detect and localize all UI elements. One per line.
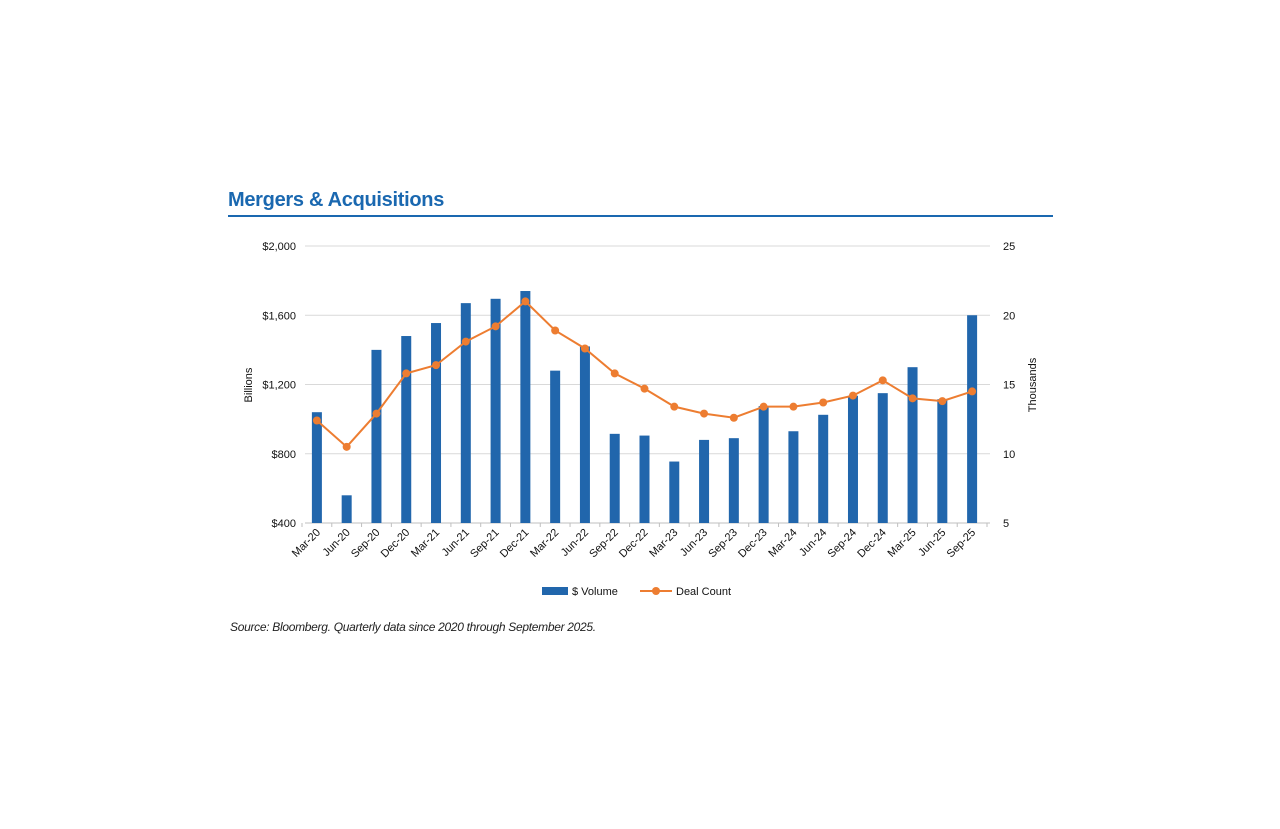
bar-volume-Mar-24 [788, 431, 799, 523]
legend-label-deal-count: Deal Count [676, 586, 731, 598]
bar-volume-Jun-21 [460, 303, 471, 523]
point-deal-count-Jun-25 [938, 397, 947, 406]
point-deal-count-Mar-23 [670, 402, 679, 411]
bar-volume-Dec-21 [520, 291, 531, 523]
y-left-tick-label: $1,600 [262, 310, 296, 322]
bar-volume-Sep-24 [847, 395, 858, 523]
bar-volume-Jun-22 [579, 346, 590, 523]
point-deal-count-Mar-25 [908, 394, 917, 403]
y-right-axis-label: Thousands [1027, 357, 1039, 412]
bar-volume-Dec-20 [401, 336, 412, 523]
bar-volume-Sep-22 [609, 433, 620, 523]
y-right-tick-label: 25 [1003, 241, 1015, 253]
point-deal-count-Jun-22 [580, 344, 589, 353]
bar-volume-Mar-25 [907, 367, 918, 523]
x-tick-label: Mar-21 [409, 527, 442, 560]
bar-volume-Jun-23 [699, 439, 710, 523]
title-rule [228, 215, 1053, 217]
x-tick-label: Sep-20 [349, 527, 383, 561]
x-tick-label: Mar-24 [766, 527, 799, 560]
point-deal-count-Sep-24 [848, 391, 857, 400]
point-deal-count-Dec-23 [759, 402, 768, 411]
point-deal-count-Dec-22 [640, 384, 649, 393]
y-right-tick-label: 5 [1003, 518, 1009, 530]
x-tick-label: Dec-23 [736, 527, 770, 561]
x-tick-label: Jun-24 [797, 527, 829, 559]
x-tick-label: Dec-24 [855, 527, 889, 561]
x-tick-label: Mar-22 [528, 527, 561, 560]
point-deal-count-Jun-21 [461, 337, 470, 346]
bar-volume-Sep-20 [371, 349, 382, 523]
line-deal-count [316, 300, 973, 449]
bar-volume-Dec-24 [877, 393, 888, 523]
legend-label-volume: $ Volume [572, 586, 618, 598]
chart-title: Mergers & Acquisitions [228, 189, 445, 211]
x-tick-label: Jun-22 [559, 527, 591, 559]
point-deal-count-Dec-20 [402, 369, 411, 378]
x-tick-label: Mar-20 [290, 527, 323, 560]
y-right-tick-label: 10 [1003, 449, 1015, 461]
x-tick-label: Dec-20 [379, 527, 413, 561]
legend-marker-deal-count [652, 587, 660, 595]
y-left-tick-label: $800 [272, 449, 296, 461]
x-tick-label: Jun-23 [678, 527, 710, 559]
x-tick-label: Sep-21 [468, 527, 502, 561]
x-tick-label: Sep-24 [826, 527, 860, 561]
bar-volume-Mar-22 [550, 370, 561, 523]
point-deal-count-Sep-25 [968, 387, 977, 396]
y-left-tick-label: $1,200 [262, 380, 296, 392]
x-tick-label: Sep-25 [945, 527, 979, 561]
point-deal-count-Jun-20 [342, 442, 351, 451]
point-deal-count-Jun-24 [819, 398, 828, 407]
x-tick-label: Jun-25 [916, 527, 948, 559]
x-tick-label: Dec-21 [498, 527, 532, 561]
bar-volume-Jun-25 [937, 399, 948, 523]
x-tick-label: Sep-23 [706, 527, 740, 561]
point-deal-count-Mar-24 [789, 402, 798, 411]
source-note: Source: Bloomberg. Quarterly data since … [230, 620, 596, 634]
x-tick-label: Jun-21 [440, 527, 472, 559]
x-tick-label: Dec-22 [617, 527, 651, 561]
bar-volume-Sep-23 [728, 438, 739, 523]
point-deal-count-Mar-22 [551, 326, 560, 335]
point-deal-count-Jun-23 [700, 409, 709, 418]
bar-volume-Sep-25 [967, 315, 978, 523]
x-tick-label: Sep-22 [587, 527, 621, 561]
point-deal-count-Mar-21 [432, 361, 441, 370]
y-right-tick-label: 20 [1003, 310, 1015, 322]
bar-volume-Mar-21 [431, 323, 442, 523]
point-deal-count-Mar-20 [312, 416, 321, 425]
bar-volume-Mar-20 [311, 412, 322, 523]
y-left-tick-label: $400 [272, 518, 296, 530]
point-deal-count-Sep-22 [610, 369, 619, 378]
x-tick-label: Jun-20 [321, 527, 353, 559]
bar-volume-Mar-23 [669, 461, 680, 523]
point-deal-count-Sep-21 [491, 322, 500, 331]
point-deal-count-Sep-20 [372, 409, 381, 418]
y-left-axis-label: Billions [243, 367, 255, 402]
bar-volume-Jun-20 [341, 495, 352, 523]
bar-volume-Sep-21 [490, 298, 501, 523]
point-deal-count-Dec-21 [521, 297, 530, 306]
y-right-tick-label: 15 [1003, 380, 1015, 392]
y-left-tick-label: $2,000 [262, 241, 296, 253]
point-deal-count-Dec-24 [878, 376, 887, 385]
x-tick-label: Mar-25 [886, 527, 919, 560]
bar-volume-Jun-24 [818, 414, 829, 523]
bar-volume-Dec-22 [639, 435, 650, 523]
legend-swatch-volume [542, 587, 568, 595]
x-tick-label: Mar-23 [647, 527, 680, 560]
bar-volume-Dec-23 [758, 406, 769, 523]
point-deal-count-Sep-23 [729, 413, 738, 422]
